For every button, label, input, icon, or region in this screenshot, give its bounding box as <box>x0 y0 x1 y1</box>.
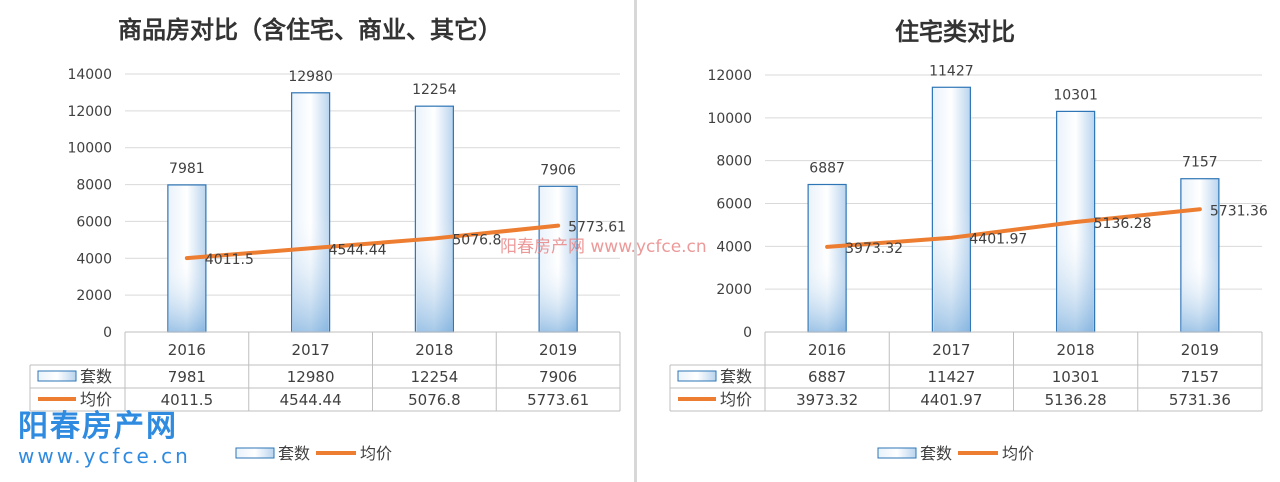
line-data-label: 4401.97 <box>969 232 1027 248</box>
legend-label: 套数 <box>278 444 310 463</box>
table-row-label: 均价 <box>80 390 112 409</box>
table-cell-均价: 5136.28 <box>1045 391 1107 409</box>
bar-data-label: 6887 <box>809 161 845 177</box>
chart-divider <box>634 0 637 482</box>
x-category-label: 2017 <box>932 341 970 359</box>
y-tick-label: 14000 <box>67 67 112 83</box>
line-data-label: 4544.44 <box>329 242 387 258</box>
table-cell-均价: 5076.8 <box>408 391 461 409</box>
table-cell-均价: 4544.44 <box>280 391 342 409</box>
bar-data-label: 7157 <box>1182 155 1218 171</box>
bar-data-label: 10301 <box>1053 87 1098 103</box>
table-cell-套数: 7981 <box>168 368 206 386</box>
legend-label: 均价 <box>1002 444 1034 463</box>
table-legend-key-bar <box>677 370 717 382</box>
table-cell-套数: 12980 <box>287 368 335 386</box>
table-cell-均价: 5773.61 <box>527 391 589 409</box>
x-category-label: 2017 <box>292 341 330 359</box>
legend-label: 套数 <box>920 444 952 463</box>
table-cell-套数: 7157 <box>1181 368 1219 386</box>
bar-shade <box>540 259 577 332</box>
table-cell-均价: 4401.97 <box>920 391 982 409</box>
y-tick-label: 12000 <box>67 104 112 120</box>
table-cell-套数: 12254 <box>411 368 459 386</box>
y-tick-label: 2000 <box>716 282 752 298</box>
line-data-label: 5076.8 <box>452 232 501 248</box>
logo-url: www.ycfce.cn <box>18 444 191 468</box>
line-data-label: 5136.28 <box>1094 216 1152 232</box>
table-cell-套数: 7906 <box>539 368 577 386</box>
bar-data-label: 11427 <box>929 63 974 79</box>
bar-data-label: 7981 <box>169 161 205 177</box>
x-category-label: 2016 <box>168 341 206 359</box>
watermark-text: 阳春房产网 www.ycfce.cn <box>500 237 707 257</box>
line-均价 <box>184 223 561 261</box>
table-cell-均价: 5731.36 <box>1169 391 1231 409</box>
line-data-label: 5731.36 <box>1210 203 1268 219</box>
y-tick-label: 6000 <box>716 197 752 213</box>
bar-shade <box>1057 221 1094 332</box>
x-category-label: 2019 <box>539 341 577 359</box>
y-tick-label: 0 <box>103 325 112 341</box>
line-data-label: 3973.32 <box>845 241 903 257</box>
table-row-label: 套数 <box>720 367 752 386</box>
y-tick-label: 8000 <box>716 154 752 170</box>
x-category-label: 2018 <box>1057 341 1095 359</box>
bar-shade <box>933 209 970 332</box>
legend-key-bar <box>877 447 917 459</box>
bar-shade <box>168 258 205 332</box>
legend-key-bar <box>235 447 275 459</box>
table-legend-key-bar <box>37 370 77 382</box>
logo-name: 阳春房产网 <box>18 409 178 444</box>
table-cell-均价: 4011.5 <box>161 391 214 409</box>
x-category-label: 2016 <box>808 341 846 359</box>
chart-title: 住宅类对比 <box>895 17 1015 46</box>
line-data-label: 5773.61 <box>568 220 626 236</box>
y-tick-label: 2000 <box>76 288 112 304</box>
y-tick-label: 8000 <box>76 178 112 194</box>
chart-title: 商品房对比（含住宅、商业、其它） <box>118 15 502 44</box>
table-row-label: 套数 <box>80 367 112 386</box>
line-data-label: 4011.5 <box>205 252 254 268</box>
legend-label: 均价 <box>360 444 392 463</box>
line-均价 <box>825 207 1202 249</box>
table-row-label: 均价 <box>720 390 752 409</box>
y-tick-label: 6000 <box>76 214 112 230</box>
y-tick-label: 10000 <box>707 111 752 127</box>
site-logo: 阳春房产网 www.ycfce.cn <box>18 409 191 469</box>
x-category-label: 2019 <box>1181 341 1219 359</box>
y-tick-label: 4000 <box>716 239 752 255</box>
x-category-label: 2018 <box>415 341 453 359</box>
bar-data-label: 12980 <box>288 69 333 85</box>
bar-data-label: 12254 <box>412 82 457 98</box>
bar-shade <box>292 212 329 332</box>
y-tick-label: 10000 <box>67 141 112 157</box>
bar-shade <box>1181 255 1218 332</box>
y-tick-label: 12000 <box>707 68 752 84</box>
table-cell-套数: 11427 <box>928 368 976 386</box>
table-cell-套数: 10301 <box>1052 368 1100 386</box>
y-tick-label: 0 <box>743 325 752 341</box>
bar-shade <box>809 258 846 332</box>
table-cell-均价: 3973.32 <box>796 391 858 409</box>
table-cell-套数: 6887 <box>808 368 846 386</box>
y-tick-label: 4000 <box>76 251 112 267</box>
bar-data-label: 7906 <box>540 162 576 178</box>
